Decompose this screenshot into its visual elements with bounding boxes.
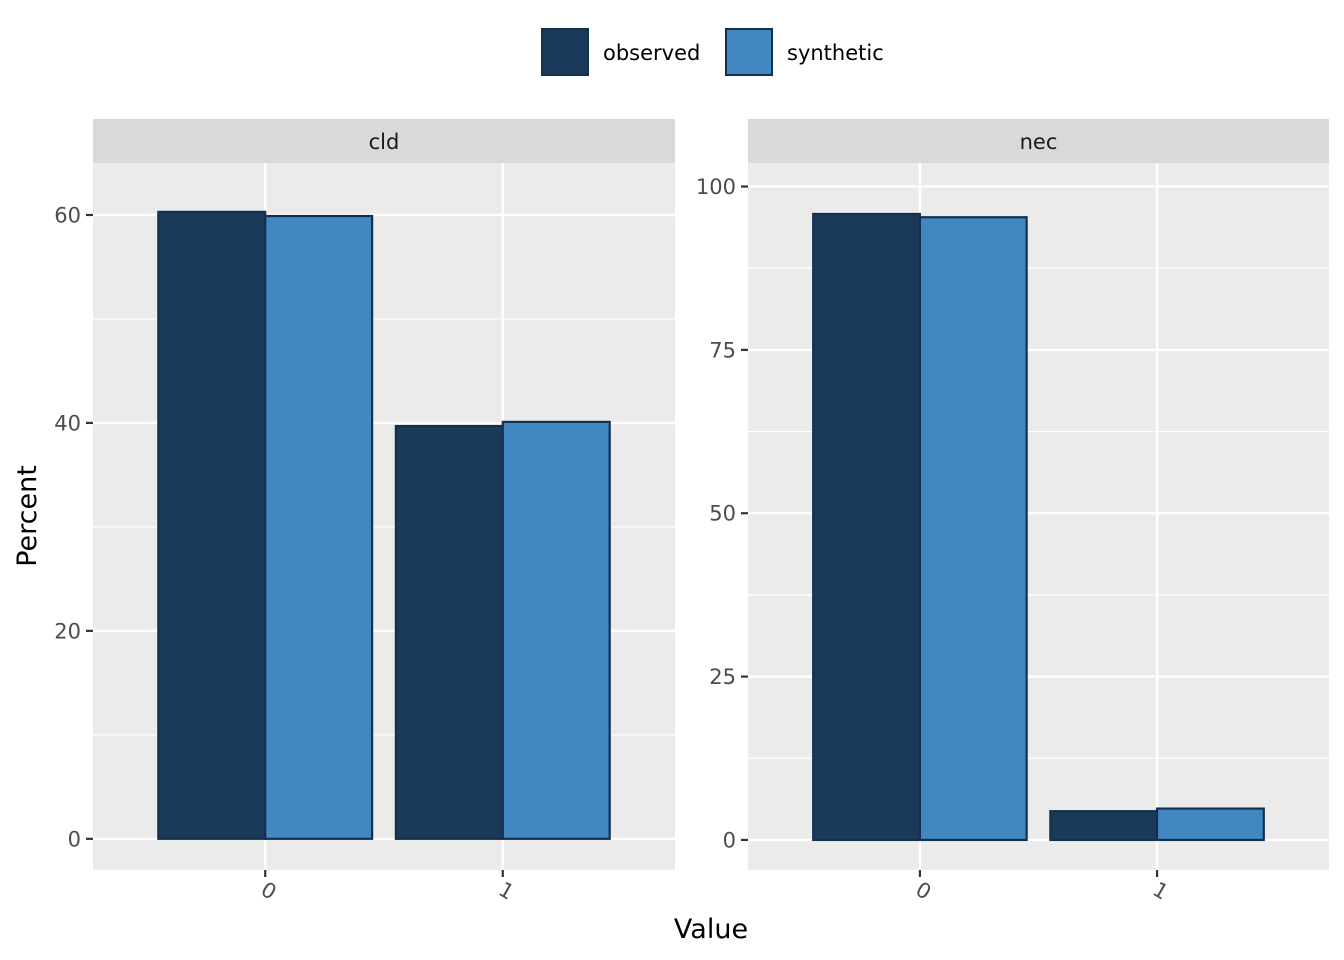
- legend-key-synthetic: [725, 28, 773, 76]
- panel-nec: nec 0 25 50 75 100 0 1: [696, 119, 1329, 905]
- legend-label-observed: observed: [603, 41, 700, 65]
- legend-key-observed: [541, 28, 589, 76]
- y-tick-label: 0: [723, 828, 736, 852]
- y-tick-label: 40: [54, 411, 81, 435]
- bar-cld-observed-1: [394, 424, 504, 840]
- strip-background: [748, 119, 1329, 163]
- bar-cld-synthetic-1: [501, 420, 611, 840]
- bar-nec-observed-0: [812, 212, 922, 842]
- y-tick-label: 25: [709, 665, 736, 689]
- legend-label-synthetic: synthetic: [787, 41, 884, 65]
- y-axis-title: Percent: [12, 465, 43, 567]
- y-tick-label: 100: [696, 175, 736, 199]
- chart-panels: cld 0 20 40 60 0 1 nec 0 25 50 75 100 0 1: [54, 119, 1329, 905]
- y-tick-label: 20: [54, 619, 81, 643]
- x-axis-title: Value: [674, 914, 748, 945]
- x-tick-label: 0: [912, 877, 936, 904]
- y-tick-label: 75: [709, 338, 736, 362]
- bar-cld-synthetic-0: [264, 214, 374, 840]
- bar-nec-synthetic-1: [1155, 807, 1265, 842]
- y-tick-label: 60: [54, 203, 81, 227]
- y-tick-label: 0: [68, 827, 81, 851]
- y-tick-label: 50: [709, 502, 736, 526]
- x-tick-label: 0: [257, 877, 281, 904]
- x-tick-label: 1: [1149, 877, 1173, 904]
- strip-background: [93, 119, 675, 163]
- panel-cld: cld 0 20 40 60 0 1: [54, 119, 675, 905]
- x-tick-label: 1: [494, 877, 518, 904]
- bar-nec-observed-1: [1049, 810, 1159, 842]
- strip-label-nec: nec: [1020, 130, 1058, 154]
- bar-nec-synthetic-0: [918, 216, 1028, 842]
- bar-cld-observed-0: [157, 210, 267, 840]
- legend: observed synthetic: [541, 28, 884, 76]
- strip-label-cld: cld: [369, 130, 400, 154]
